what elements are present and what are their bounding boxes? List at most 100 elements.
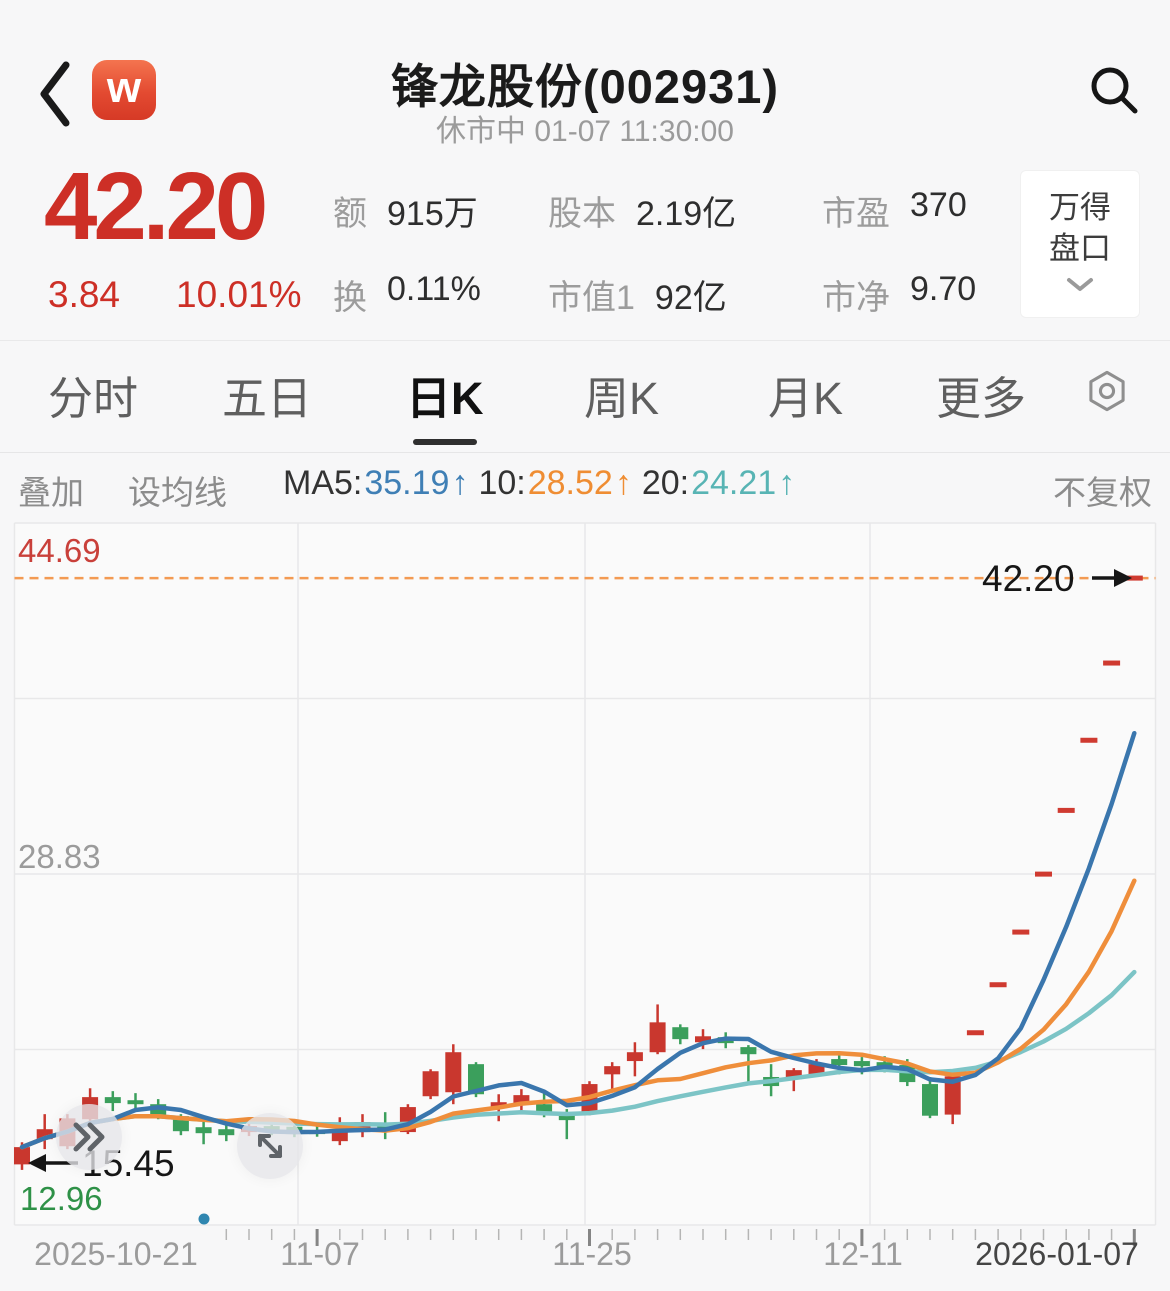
x-axis-label: 11-25 [552, 1236, 631, 1272]
set-ma-button[interactable]: 设均线 [128, 474, 227, 511]
candle [808, 1064, 825, 1075]
candle [490, 1102, 507, 1109]
scale-drag-button[interactable] [237, 1113, 303, 1179]
stat-value: 0.11% [387, 270, 481, 308]
stat-value: 9.70 [910, 270, 977, 308]
tab-more[interactable]: 更多 [936, 373, 1027, 424]
last-price: 42.20 [44, 153, 268, 260]
stat-pe: 市盈 370 [822, 186, 967, 235]
wind-order-book-button[interactable]: 万得 盘口 [1020, 170, 1140, 318]
x-axis-label: 12-11 [823, 1236, 902, 1272]
overlay-button[interactable]: 叠加 [18, 474, 84, 511]
stat-label: 股本 [548, 195, 616, 233]
price-change: 3.84 [48, 274, 121, 315]
x-axis-label: 11-07 [280, 1236, 359, 1272]
limit-board-candle [1057, 807, 1075, 813]
limit-board-candle [1103, 660, 1121, 666]
settings-hexagon-icon [1089, 370, 1125, 412]
stat-value: 370 [910, 186, 967, 224]
kline-chart[interactable]: 2025-10-21 11-07 11-25 12-11 2026-01-07 44.69… [0, 521, 1170, 1291]
jump-latest-button[interactable] [56, 1104, 122, 1170]
candle [672, 1027, 689, 1040]
diagonal-resize-icon [258, 1134, 282, 1158]
candle [785, 1070, 802, 1080]
search-button[interactable] [1084, 60, 1142, 118]
ma-legend: MA5: 35.19 ↑ 10: 28.52 ↑ 20: 24.21 ↑ [283, 464, 795, 503]
panel-line2: 盘口 [1049, 231, 1111, 266]
tab-monthly-k[interactable]: 月K [768, 373, 844, 424]
back-chevron-icon [40, 61, 70, 127]
limit-board-candle [1012, 929, 1030, 935]
candle [558, 1114, 575, 1121]
stat-label: 市净 [822, 279, 890, 317]
page-title: 锋龙股份(002931) [390, 60, 780, 113]
current-price-label: 42.20 [982, 558, 1075, 599]
candle [922, 1084, 938, 1116]
candle [831, 1059, 848, 1066]
tab-daily-k[interactable]: 日K [406, 362, 484, 427]
marker-dot [198, 1213, 210, 1225]
chevron-down-icon [1067, 278, 1093, 291]
candle [740, 1047, 757, 1055]
search-icon [1091, 67, 1138, 114]
limit-board-candle [966, 1030, 984, 1036]
candle [422, 1071, 439, 1097]
double-chevron-right-icon [73, 1122, 105, 1152]
candle [853, 1061, 870, 1067]
candle [649, 1022, 666, 1053]
chart-settings-button[interactable] [1084, 368, 1130, 414]
stat-value: 92亿 [654, 279, 727, 317]
stat-share-capital: 股本 2.19亿 [548, 186, 736, 235]
candle [513, 1095, 530, 1105]
tab-5day[interactable]: 五日 [222, 373, 313, 424]
candle [536, 1104, 553, 1115]
tab-minute[interactable]: 分时 [48, 373, 139, 424]
ma5-up-arrow: ↑ [451, 464, 469, 502]
stat-pb: 市净 9.70 [822, 270, 976, 319]
x-axis-label: 2025-10-21 [34, 1236, 198, 1272]
y-mid-label: 28.83 [18, 838, 101, 875]
candle [150, 1104, 167, 1117]
market-status: 休市中 01-07 11:30:00 [436, 115, 734, 148]
candle [468, 1064, 484, 1095]
candle [127, 1100, 144, 1105]
candle [195, 1127, 212, 1134]
candle [104, 1097, 121, 1104]
stat-label: 换 [333, 279, 367, 317]
divider [0, 340, 1170, 341]
tab-weekly-k[interactable]: 周K [584, 373, 660, 424]
wind-logo-letter: w [106, 63, 142, 112]
candle [36, 1129, 53, 1140]
limit-board-candle [1080, 737, 1098, 743]
candle [695, 1036, 711, 1043]
candle [626, 1052, 643, 1062]
candle [218, 1129, 235, 1136]
stat-market-cap: 市值1 92亿 [548, 270, 727, 319]
stat-value: 2.19亿 [636, 195, 737, 233]
adjust-mode-button[interactable]: 不复权 [1053, 474, 1152, 511]
candle [944, 1076, 961, 1115]
divider [0, 452, 1170, 453]
ma20-value: 24.21 [691, 464, 777, 502]
back-button[interactable] [36, 58, 80, 130]
limit-board-candle [989, 982, 1007, 988]
ma10-up-arrow: ↑ [614, 464, 632, 502]
chart-grid [13, 522, 1157, 1226]
stat-value: 915万 [387, 195, 478, 233]
candle [331, 1129, 348, 1142]
x-axis-label: 2026-01-07 [975, 1236, 1139, 1272]
ma5-line [19, 730, 1137, 1150]
limit-board-candle [1035, 871, 1052, 877]
price-change-pct: 10.01% [176, 274, 302, 315]
ma10-label: 10: [478, 464, 526, 502]
stat-label: 额 [333, 195, 367, 233]
stat-label: 市盈 [822, 195, 890, 233]
wind-logo[interactable]: w [92, 60, 156, 120]
candle [604, 1066, 621, 1075]
stat-amount: 额 915万 [333, 186, 478, 235]
candle [14, 1147, 30, 1165]
limit-board-candle [1125, 575, 1143, 581]
y-max-label: 44.69 [18, 532, 101, 569]
ma5-value: 35.19 [364, 464, 450, 502]
panel-line1: 万得 [1049, 190, 1111, 225]
